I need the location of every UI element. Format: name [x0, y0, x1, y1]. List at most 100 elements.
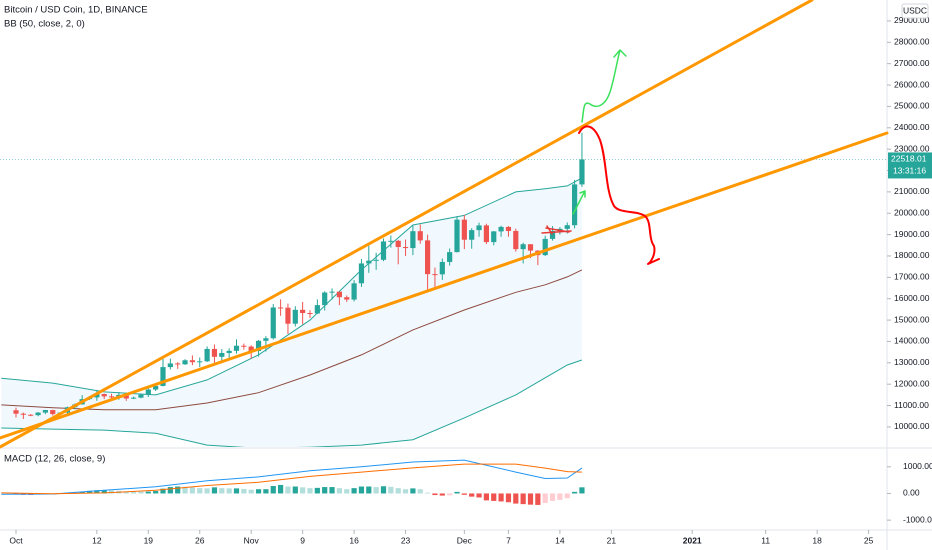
candle-body: [197, 361, 203, 363]
candle: [329, 288, 335, 300]
y-tick-label: 12000.00: [894, 378, 930, 388]
candle-body: [322, 292, 328, 306]
candle-body: [263, 338, 269, 341]
candle-body: [351, 283, 357, 300]
y-tick-label: 21000.00: [894, 186, 930, 196]
candle-body: [123, 394, 129, 399]
candle: [447, 248, 453, 266]
candle: [454, 216, 460, 253]
candle-body: [300, 309, 306, 314]
candle-body: [182, 360, 188, 365]
candle-body: [380, 241, 387, 260]
macd-histogram-bar: [138, 491, 144, 494]
macd-histogram-bar: [336, 488, 342, 494]
currency-box[interactable]: [901, 3, 929, 19]
macd-histogram-bar: [395, 488, 401, 494]
macd-histogram-bar: [520, 493, 526, 505]
bb-fill: [1, 177, 582, 447]
macd-histogram-bar: [505, 493, 512, 503]
candle: [336, 291, 342, 306]
green-projection: [581, 49, 627, 123]
candle-body: [402, 247, 409, 249]
macd-histogram-bar: [182, 486, 188, 494]
macd-histogram-bar: [189, 487, 195, 494]
x-tick-label: 2021: [683, 535, 702, 545]
green-projection: [572, 190, 586, 215]
candle: [263, 336, 269, 352]
bb-line: [1, 359, 583, 447]
macd-histogram-bar: [417, 489, 423, 494]
macd-histogram-bar: [513, 493, 519, 504]
macd-histogram-bar: [527, 493, 534, 505]
y-tick-label: 10000.00: [894, 421, 930, 431]
macd-histogram-bar: [204, 488, 210, 494]
y-tick-label: 20000.00: [894, 207, 930, 217]
candle-body: [498, 226, 504, 232]
macd-histogram-bar: [557, 493, 563, 500]
macd-histogram-bar: [285, 486, 291, 494]
x-tick-label: Oct: [9, 535, 23, 545]
macd-histogram-bar: [300, 487, 306, 494]
candle-body: [255, 340, 262, 352]
macd-histogram-bar: [579, 487, 585, 494]
candle-body: [476, 225, 482, 231]
candle: [270, 304, 276, 340]
y-tick-label: 16000.00: [894, 293, 930, 303]
candle-body: [520, 244, 526, 250]
macd-histogram-bar: [226, 488, 232, 494]
candle: [344, 295, 350, 302]
candle-body: [189, 360, 195, 363]
macd-histogram-bar: [476, 493, 482, 498]
macd-histogram-bar: [175, 486, 181, 494]
candle-body: [101, 394, 107, 397]
currency-label[interactable]: USDC: [903, 5, 927, 15]
candle: [520, 242, 526, 264]
macd-histogram-bar: [197, 488, 203, 494]
x-tick-label: 23: [401, 535, 411, 545]
candle-body: [204, 348, 210, 362]
candle-body: [527, 244, 534, 251]
candle-body: [366, 260, 372, 264]
candle-body: [469, 230, 475, 240]
candle: [498, 225, 504, 237]
macd-histogram-bar: [94, 490, 100, 494]
candle-body: [219, 352, 225, 357]
macd-histogram-bar: [219, 488, 225, 494]
x-tick-label: 12: [92, 535, 102, 545]
macd-histogram-bar: [373, 487, 379, 494]
candle-body: [491, 231, 497, 243]
candle-body: [564, 225, 570, 229]
candle-body: [20, 413, 26, 415]
candle: [211, 344, 218, 364]
candle: [233, 339, 240, 354]
macd-histogram-bar: [498, 493, 504, 502]
candle: [358, 258, 365, 287]
macd-histogram-bar: [241, 488, 247, 494]
y-tick-label: 23000.00: [894, 143, 930, 153]
candle: [469, 228, 475, 249]
candle-body: [447, 252, 453, 262]
macd-histogram-bar: [329, 487, 335, 494]
y-tick-label: 19000.00: [894, 229, 930, 239]
candle-body: [454, 219, 460, 253]
macd-histogram-bar: [535, 493, 541, 505]
candle: [101, 393, 107, 400]
macd-histogram-bar: [248, 489, 254, 494]
candle: [322, 291, 328, 311]
x-tick-label: 18: [812, 535, 822, 545]
x-tick-label: 9: [300, 535, 305, 545]
candle-body: [483, 225, 489, 243]
y-tick-label: 14000.00: [894, 336, 930, 346]
macd-histogram-bar: [270, 485, 276, 494]
candle: [439, 258, 445, 280]
macd-histogram-bar: [160, 488, 166, 494]
indicator-label: BB (50, close, 2, 0): [4, 19, 85, 30]
macd-histogram-bar: [549, 493, 556, 501]
candle-body: [226, 350, 232, 353]
macd-histogram-bar: [153, 491, 159, 494]
candle: [388, 235, 394, 248]
macd-histogram-bar: [307, 488, 313, 494]
candle-body: [513, 230, 519, 250]
candle-body: [395, 240, 401, 248]
